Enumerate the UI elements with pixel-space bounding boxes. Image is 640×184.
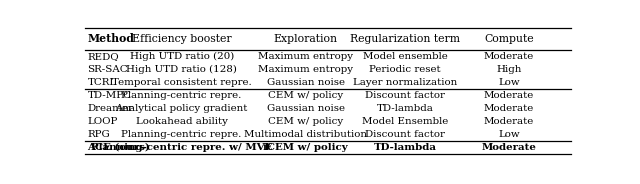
Text: Efficiency booster: Efficiency booster	[132, 34, 232, 44]
Text: Periodic reset: Periodic reset	[369, 65, 441, 74]
Text: CEM w/ policy: CEM w/ policy	[268, 117, 343, 126]
Text: Discount factor: Discount factor	[365, 130, 445, 139]
Text: iCEM w/ policy: iCEM w/ policy	[263, 143, 348, 152]
Text: Planning-centric repre.: Planning-centric repre.	[122, 130, 242, 139]
Text: Discount factor: Discount factor	[365, 91, 445, 100]
Text: TD-lambda: TD-lambda	[376, 104, 433, 113]
Text: Layer normalization: Layer normalization	[353, 78, 457, 87]
Text: Maximum entropy: Maximum entropy	[258, 52, 353, 61]
Text: High UTD ratio (20): High UTD ratio (20)	[129, 52, 234, 61]
Text: Analytical policy gradient: Analytical policy gradient	[115, 104, 248, 113]
Text: Lookahead ability: Lookahead ability	[136, 117, 228, 126]
Text: REDQ: REDQ	[88, 52, 119, 61]
Text: High UTD ratio (128): High UTD ratio (128)	[126, 65, 237, 74]
Text: Maximum entropy: Maximum entropy	[258, 65, 353, 74]
Text: Regularization term: Regularization term	[350, 34, 460, 44]
Text: LOOP: LOOP	[88, 117, 118, 126]
Text: Model Ensemble: Model Ensemble	[362, 117, 448, 126]
Text: Moderate: Moderate	[484, 117, 534, 126]
Text: Exploration: Exploration	[274, 34, 338, 44]
Text: Multimodal distribution: Multimodal distribution	[244, 130, 367, 139]
Text: High: High	[497, 65, 522, 74]
Text: Compute: Compute	[484, 34, 534, 44]
Text: Moderate: Moderate	[484, 91, 534, 100]
Text: Method: Method	[88, 33, 134, 44]
Text: TD-MPC: TD-MPC	[88, 91, 131, 100]
Text: ACE (ours): ACE (ours)	[88, 143, 150, 152]
Text: Gaussian noise: Gaussian noise	[267, 104, 345, 113]
Text: Planning-centric repre.: Planning-centric repre.	[122, 91, 242, 100]
Text: Moderate: Moderate	[482, 143, 536, 152]
Text: CEM w/ policy: CEM w/ policy	[268, 91, 343, 100]
Text: TCRL: TCRL	[88, 78, 116, 87]
Text: Gaussian noise: Gaussian noise	[267, 78, 345, 87]
Text: Dreamer: Dreamer	[88, 104, 133, 113]
Text: RPG: RPG	[88, 130, 110, 139]
Text: Planning-centric repre. w/ MVE: Planning-centric repre. w/ MVE	[91, 143, 273, 152]
Text: Temporal consistent repre.: Temporal consistent repre.	[112, 78, 252, 87]
Text: Low: Low	[498, 130, 520, 139]
Text: Model ensemble: Model ensemble	[362, 52, 447, 61]
Text: TD-lambda: TD-lambda	[373, 143, 436, 152]
Text: Moderate: Moderate	[484, 52, 534, 61]
Text: Moderate: Moderate	[484, 104, 534, 113]
Text: SR-SAC: SR-SAC	[88, 65, 128, 74]
Text: Low: Low	[498, 78, 520, 87]
